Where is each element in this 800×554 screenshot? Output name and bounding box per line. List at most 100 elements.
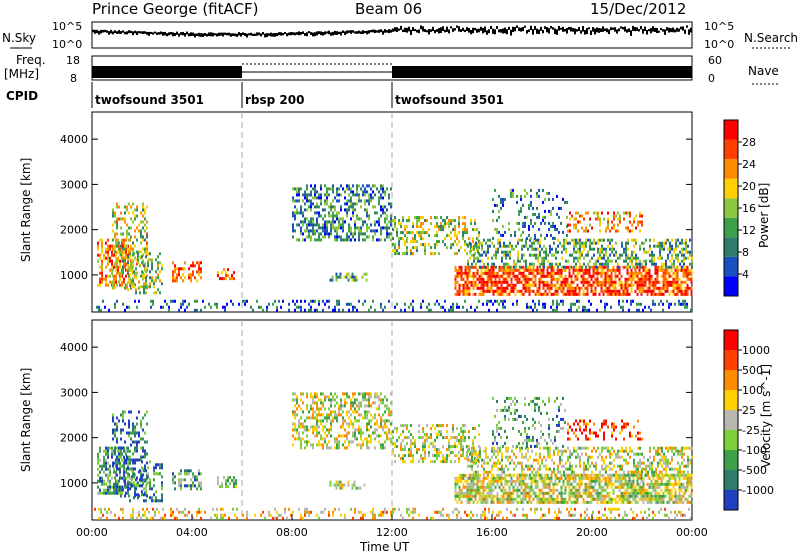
echo-cell — [452, 219, 454, 223]
echo-cell — [348, 205, 350, 209]
echo-cell — [436, 424, 438, 428]
echo-cell — [444, 225, 446, 229]
echo-cell — [180, 469, 182, 473]
echo-cell — [468, 500, 471, 504]
echo-cell — [490, 476, 493, 480]
echo-cell — [322, 235, 324, 239]
echo-cell — [292, 199, 294, 203]
echo-cell — [503, 250, 505, 254]
colorbar-tick-label: 20 — [742, 180, 756, 193]
echo-cell — [358, 238, 360, 242]
echo-cell — [454, 479, 457, 483]
echo-cell — [460, 473, 463, 477]
echo-cell — [668, 283, 671, 287]
echo-cell — [626, 286, 629, 290]
echo-cell — [320, 232, 322, 236]
echo-cell — [127, 288, 129, 292]
echo-cell — [388, 193, 390, 197]
echo-cell — [472, 439, 474, 443]
echo-cell — [544, 280, 547, 284]
echo-cell — [116, 482, 118, 486]
echo-cell — [662, 268, 665, 272]
echo-cell — [549, 262, 551, 266]
echo-cell — [523, 253, 525, 257]
echo-cell — [382, 401, 384, 405]
echo-cell — [607, 226, 609, 230]
echo-cell — [256, 299, 258, 303]
echo-cell — [482, 283, 485, 287]
noise-point — [584, 29, 586, 35]
echo-cell — [516, 277, 519, 281]
echo-cell — [640, 289, 643, 293]
echo-cell — [306, 193, 308, 197]
echo-cell — [341, 486, 344, 490]
echo-cell — [548, 283, 551, 287]
echo-cell — [598, 271, 601, 275]
echo-cell — [350, 229, 352, 233]
echo-cell — [310, 199, 312, 203]
echo-cell — [328, 398, 330, 402]
echo-cell — [510, 194, 512, 198]
echo-cell — [554, 289, 557, 293]
echo-cell — [532, 488, 535, 492]
echo-cell — [487, 250, 489, 254]
echo-cell — [516, 280, 519, 284]
echo-cell — [316, 223, 318, 227]
echo-cell — [316, 428, 318, 432]
echo-cell — [466, 283, 469, 287]
echo-cell — [454, 219, 456, 223]
echo-cell — [133, 276, 135, 280]
echo-cell — [685, 244, 687, 248]
echo-cell — [494, 299, 496, 303]
echo-cell — [540, 277, 543, 281]
echo-cell — [486, 491, 489, 495]
echo-cell — [278, 299, 280, 303]
echo-cell — [664, 280, 667, 284]
echo-cell — [266, 305, 268, 309]
echo-cell — [354, 398, 356, 402]
echo-cell — [542, 305, 544, 309]
echo-cell — [646, 271, 649, 275]
echo-cell — [335, 483, 338, 487]
echo-cell — [666, 268, 669, 272]
noise-point — [302, 31, 304, 34]
echo-cell — [109, 259, 111, 263]
noise-point — [474, 27, 476, 31]
echo-cell — [190, 487, 192, 491]
echo-cell — [505, 256, 507, 260]
echo-cell — [573, 265, 575, 269]
echo-cell — [571, 214, 573, 218]
echo-cell — [683, 247, 685, 251]
echo-cell — [366, 422, 368, 426]
echo-cell — [122, 247, 124, 251]
echo-cell — [619, 214, 621, 218]
echo-cell — [498, 277, 501, 281]
echo-cell — [142, 220, 144, 224]
echo-cell — [548, 221, 550, 225]
echo-cell — [558, 215, 560, 219]
echo-cell — [320, 422, 322, 426]
echo-cell — [637, 262, 639, 266]
echo-cell — [464, 491, 467, 495]
echo-cell — [456, 436, 458, 440]
echo-cell — [642, 277, 645, 281]
echo-cell — [400, 433, 402, 437]
echo-cell — [352, 392, 354, 396]
echo-cell — [118, 458, 120, 462]
echo-cell — [312, 431, 314, 435]
echo-cell — [150, 305, 152, 309]
echo-cell — [418, 231, 420, 235]
echo-cell — [204, 305, 206, 309]
echo-cell — [107, 476, 109, 480]
echo-cell — [514, 274, 517, 278]
echo-cell — [140, 235, 142, 239]
echo-cell — [137, 255, 139, 259]
echo-cell — [388, 437, 390, 441]
echo-cell — [97, 259, 99, 263]
echo-cell — [310, 305, 312, 309]
echo-cell — [131, 469, 133, 473]
echo-cell — [114, 449, 116, 453]
echo-cell — [496, 283, 499, 287]
echo-cell — [294, 302, 296, 306]
echo-cell — [538, 476, 541, 480]
